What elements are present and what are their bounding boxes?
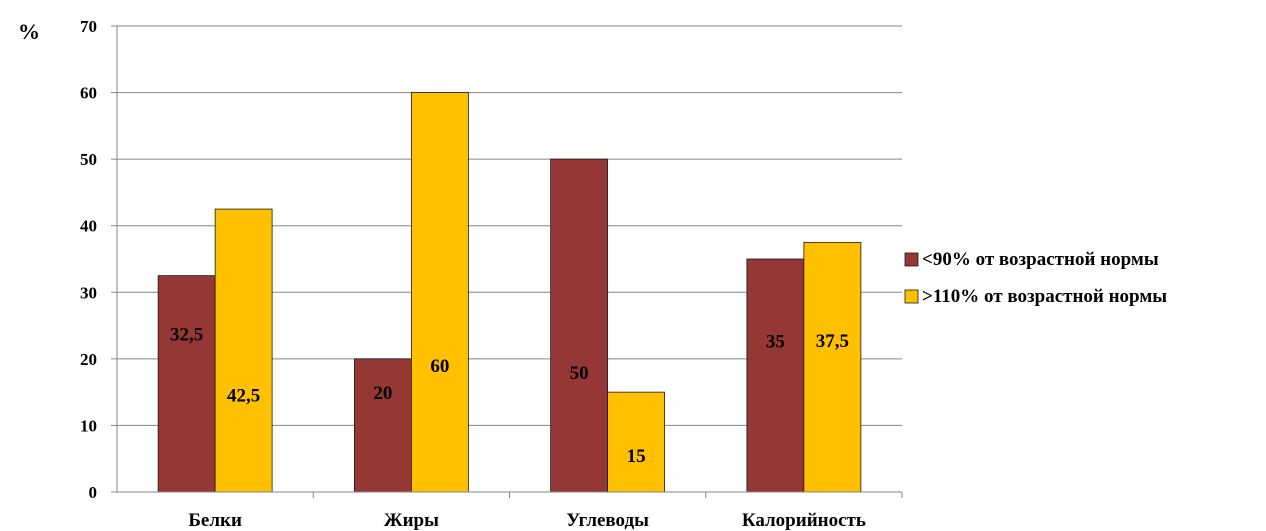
- x-category-label: Белки: [188, 510, 242, 531]
- data-label: 50: [570, 363, 589, 384]
- bars: [157, 92, 862, 493]
- y-tick-label: 10: [80, 416, 97, 435]
- data-label: 20: [373, 383, 392, 404]
- y-tick-label: 30: [80, 283, 97, 302]
- data-label: 60: [430, 356, 449, 377]
- data-labels: 32,5 42,5 20 60 50 15 35 37,5: [170, 325, 849, 467]
- x-category-label: Углеводы: [566, 510, 649, 531]
- bar: [157, 275, 216, 493]
- data-label: 37,5: [816, 331, 849, 352]
- bar: [746, 258, 805, 493]
- legend: <90% от возрастной нормы >110% от возраст…: [904, 249, 1167, 307]
- data-label: 42,5: [227, 385, 260, 406]
- y-axis-ticks: 0 10 20 30 40 50 60 70: [80, 17, 117, 502]
- legend-label: >110% от возрастной нормы: [922, 286, 1167, 307]
- bar: [410, 92, 469, 493]
- y-tick-label: 50: [80, 150, 97, 169]
- y-axis-label: %: [18, 19, 40, 44]
- data-label: 32,5: [170, 325, 203, 346]
- y-tick-label: 60: [80, 84, 97, 103]
- bar: [803, 241, 862, 493]
- y-tick-label: 70: [80, 17, 97, 36]
- bar: [607, 391, 666, 493]
- y-tick-label: 40: [80, 217, 97, 236]
- data-label: 35: [766, 332, 785, 353]
- x-category-label: Калорийность: [742, 510, 866, 531]
- bar: [353, 358, 412, 493]
- x-category-label: Жиры: [384, 510, 439, 531]
- bar: [550, 158, 609, 493]
- legend-label: <90% от возрастной нормы: [922, 249, 1159, 270]
- data-label: 15: [627, 446, 646, 467]
- bar: [214, 208, 273, 493]
- y-tick-label: 0: [89, 483, 98, 502]
- legend-swatch: [904, 252, 919, 267]
- x-axis-categories: Белки Жиры Углеводы Калорийность: [188, 492, 903, 531]
- legend-swatch: [904, 289, 919, 304]
- y-tick-label: 20: [80, 350, 97, 369]
